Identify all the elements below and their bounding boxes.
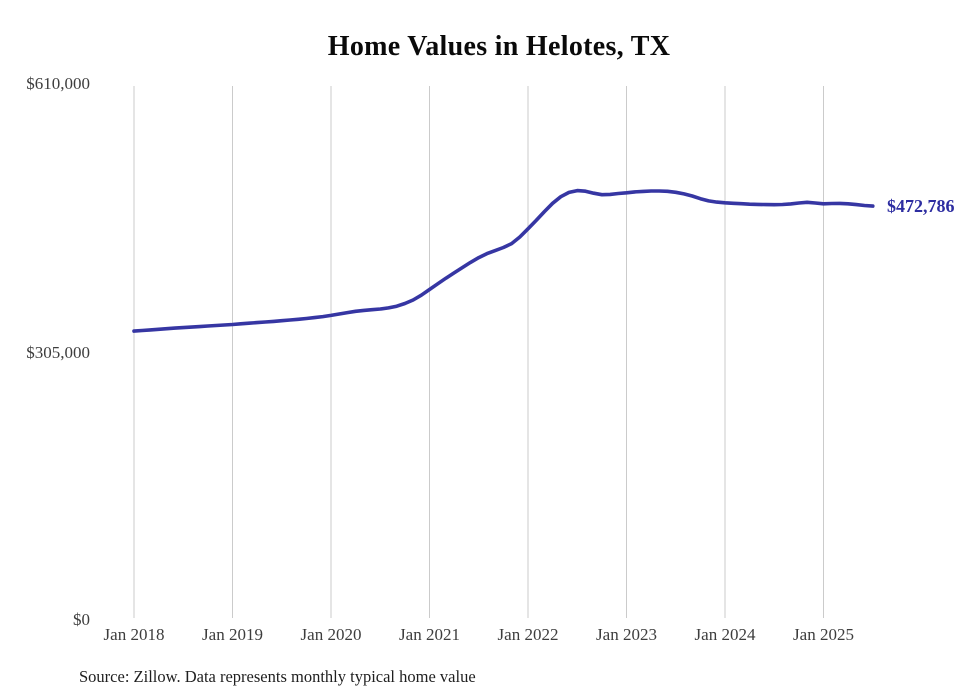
y-axis-tick-zero: $0	[73, 610, 90, 629]
x-axis-tick: Jan 2019	[202, 625, 263, 644]
x-axis-tick: Jan 2025	[793, 625, 854, 644]
x-axis-tick: Jan 2022	[497, 625, 559, 644]
home-value-line	[132, 188, 875, 333]
source-note: Source: Zillow. Data represents monthly …	[79, 667, 476, 686]
x-axis-tick: Jan 2020	[300, 625, 362, 644]
x-axis-tick: Jan 2024	[694, 625, 756, 644]
y-axis-tick-max: $610,000	[26, 74, 90, 93]
x-axis-tick: Jan 2018	[103, 625, 165, 644]
x-axis-tick: Jan 2021	[399, 625, 460, 644]
y-axis-tick-mid: $305,000	[26, 343, 90, 362]
chart-title: Home Values in Helotes, TX	[327, 31, 671, 62]
end-value-label: $472,786	[887, 196, 955, 217]
x-axis-tick: Jan 2023	[596, 625, 657, 644]
